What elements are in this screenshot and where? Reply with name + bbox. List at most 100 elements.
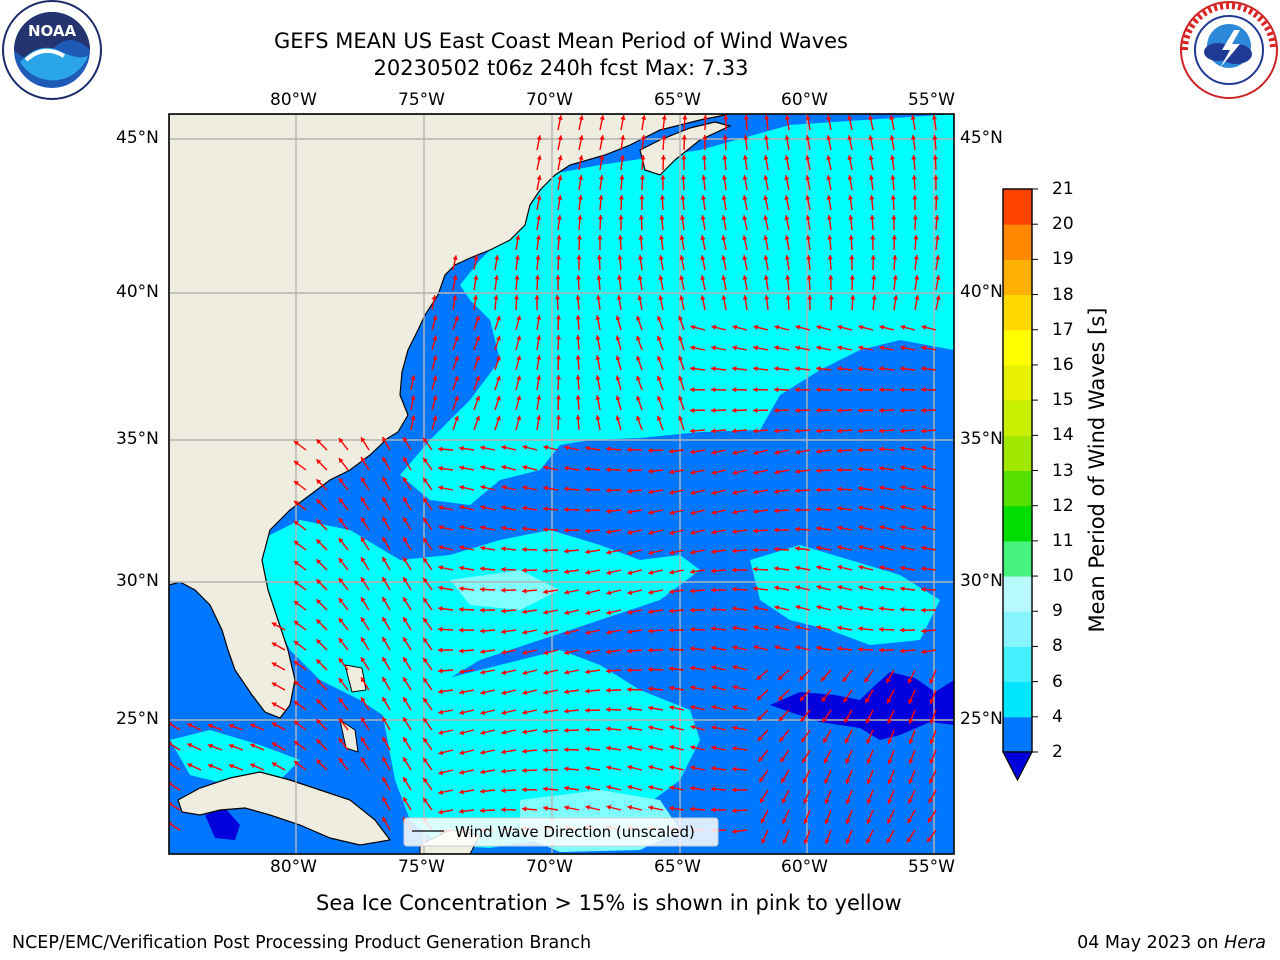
wave-direction-arrowhead (382, 637, 387, 643)
footer-date-text: 04 May 2023 on (1077, 933, 1225, 953)
wave-direction-arrowhead (480, 586, 485, 593)
wave-direction-arrowhead (555, 375, 562, 380)
wave-direction-arrowhead (595, 335, 601, 340)
land-nova-scotia (639, 121, 732, 176)
wave-direction-arrowhead (753, 469, 759, 475)
wave-direction-arrowhead (763, 215, 769, 221)
wave-direction-arrowhead (690, 806, 695, 812)
wave-direction-arrowhead (774, 366, 779, 372)
wave-direction-arrowhead (454, 395, 459, 401)
wave-direction-arrowhead (816, 506, 821, 512)
wave-direction-arrowhead (669, 646, 674, 653)
wave-direction-arrowhead (606, 569, 612, 576)
wave-direction-arrowhead (711, 626, 716, 632)
wave-direction-arrowhead (557, 135, 563, 141)
wave-direction-arrowhead (382, 717, 387, 723)
wave-direction-arrowhead (845, 799, 851, 804)
wave-direction-arrowhead (757, 736, 763, 742)
wave-direction-arrowhead (929, 778, 934, 784)
wave-direction-arrowhead (784, 115, 790, 120)
wave-direction-arrowhead (606, 687, 611, 693)
wave-direction-arrowhead (648, 805, 654, 811)
wave-direction-arrowhead (732, 407, 737, 414)
wave-direction-arrowhead (361, 697, 366, 703)
wave-direction-arrowhead (522, 748, 527, 754)
wave-direction-arrowhead (679, 255, 685, 260)
wave-direction-arrowhead (690, 366, 695, 372)
wave-direction-arrowhead (732, 548, 737, 554)
wave-direction-arrowhead (774, 345, 779, 351)
lon-label-bottom: 60°W (781, 857, 828, 877)
wave-direction-arrowhead (606, 529, 611, 535)
wave-direction-arrowhead (659, 215, 665, 220)
wave-direction-arrowhead (438, 668, 443, 674)
wave-direction-arrowhead (585, 549, 590, 555)
lat-label-right: 40°N (960, 282, 1003, 302)
legend: Wind Wave Direction (unscaled) (403, 817, 719, 847)
wave-direction-arrowhead (795, 507, 800, 513)
wave-direction-arrowhead (627, 725, 632, 731)
wave-direction-arrowhead (606, 706, 611, 713)
wave-direction-arrowhead (516, 415, 522, 421)
colorbar-tick-label: 9 (1052, 601, 1063, 622)
wave-direction-arrowhead (784, 195, 790, 201)
wave-direction-arrowhead (828, 275, 834, 280)
wave-direction-arrowhead (459, 808, 464, 814)
wave-direction-arrowhead (648, 550, 654, 556)
wave-direction-arrowhead (844, 717, 849, 723)
wave-direction-arrowhead (293, 441, 299, 446)
wave-direction-arrowhead (627, 706, 632, 712)
wave-direction-arrowhead (475, 355, 481, 361)
wave-direction-arrowhead (732, 470, 738, 476)
wave-direction-arrowhead (595, 395, 601, 400)
wave-direction-arrowhead (627, 467, 632, 474)
colorbar-segment (1003, 611, 1032, 647)
wave-direction-arrowhead (338, 518, 344, 524)
wave-direction-arrowhead (933, 175, 939, 180)
wave-direction-arrowhead (423, 557, 428, 563)
wave-direction-arrowhead (760, 818, 766, 824)
wave-direction-arrowhead (648, 468, 653, 474)
wave-direction-arrowhead (879, 428, 884, 434)
wave-direction-arrowhead (711, 665, 717, 671)
wave-direction-arrowhead (742, 295, 748, 300)
wave-direction-arrowhead (858, 505, 863, 511)
wave-direction-arrowhead (459, 465, 464, 471)
wave-direction-arrowhead (522, 567, 527, 573)
wave-direction-arrowhead (543, 709, 548, 715)
wave-direction-arrowhead (900, 387, 905, 393)
wave-direction-arrowhead (781, 798, 787, 804)
wave-direction-arrowhead (907, 678, 913, 684)
wave-direction-arrowhead (669, 489, 675, 495)
wave-direction-arrowhead (361, 517, 366, 523)
wave-direction-arrowhead (564, 527, 569, 533)
wave-direction-arrowhead (597, 215, 604, 220)
wave-direction-arrowhead (423, 597, 428, 603)
wave-direction-arrowhead (438, 446, 443, 452)
wave-direction-arrowhead (648, 705, 653, 711)
wave-direction-arrowhead (732, 450, 738, 456)
wave-direction-arrowhead (742, 195, 748, 200)
wave-direction-arrowhead (678, 335, 684, 341)
wave-direction-arrowhead (847, 135, 853, 141)
wave-direction-arrowhead (868, 155, 874, 160)
lat-label-left: 35°N (116, 429, 159, 449)
wave-direction-arrowhead (763, 275, 769, 280)
wave-direction-arrowhead (564, 669, 570, 675)
wave-direction-arrowhead (515, 235, 521, 240)
wave-direction-arrowhead (606, 649, 611, 655)
wave-direction-arrowhead (711, 684, 717, 690)
wave-direction-arrowhead (711, 324, 717, 330)
wave-direction-arrowhead (847, 175, 853, 180)
colorbar-under-triangle (1002, 751, 1033, 782)
wave-direction-arrowhead (293, 701, 299, 706)
wave-direction-arrowhead (338, 738, 344, 744)
wave-direction-arrowhead (557, 195, 563, 200)
wave-direction-arrowhead (438, 465, 443, 472)
wave-direction-arrowhead (722, 135, 728, 140)
wave-direction-arrowhead (711, 529, 716, 535)
wave-direction-arrowhead (921, 649, 926, 655)
wave-direction-arrowhead (886, 698, 892, 704)
wave-direction-arrowhead (911, 155, 917, 160)
